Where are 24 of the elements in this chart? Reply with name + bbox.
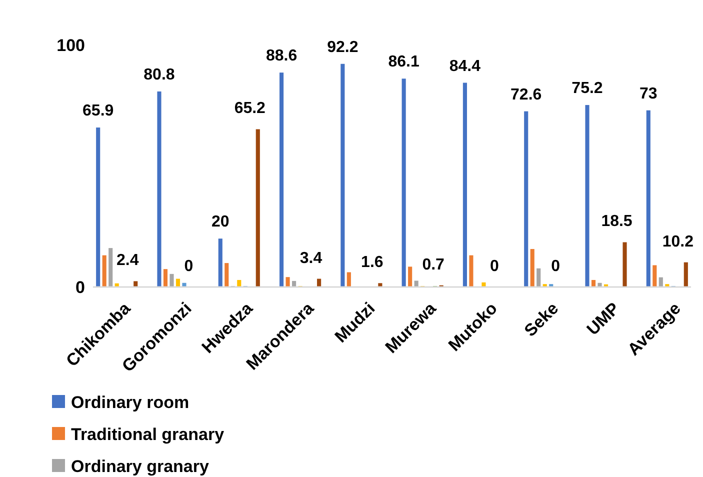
data-label: 1.6 [361, 254, 384, 272]
data-label: 72.6 [510, 86, 542, 104]
data-label: 0 [490, 258, 500, 275]
data-label: 84.4 [449, 58, 481, 75]
data-label: 80.8 [144, 66, 175, 84]
legend-label: Ordinary granary [71, 456, 210, 476]
data-label: 3.4 [300, 250, 322, 267]
data-label: 0 [551, 258, 560, 275]
data-label: 2.4 [116, 252, 139, 270]
y-tick-label: 100 [56, 36, 85, 55]
legend-label: Ordinary room [71, 392, 190, 412]
data-label: 20 [211, 214, 230, 231]
data-label: 18.5 [601, 213, 632, 230]
data-label: 75.2 [572, 80, 603, 98]
data-label: 88.6 [266, 48, 298, 65]
data-label: 73 [640, 85, 658, 102]
data-label: 10.2 [662, 233, 694, 250]
data-label: 0.7 [422, 256, 445, 274]
data-label: 0 [184, 258, 194, 275]
legend-label: Traditional granary [71, 424, 225, 444]
data-label: 86.1 [388, 54, 420, 71]
data-label: 65.9 [82, 102, 114, 120]
data-label: 65.2 [234, 100, 266, 118]
data-label: 92.2 [327, 38, 358, 56]
